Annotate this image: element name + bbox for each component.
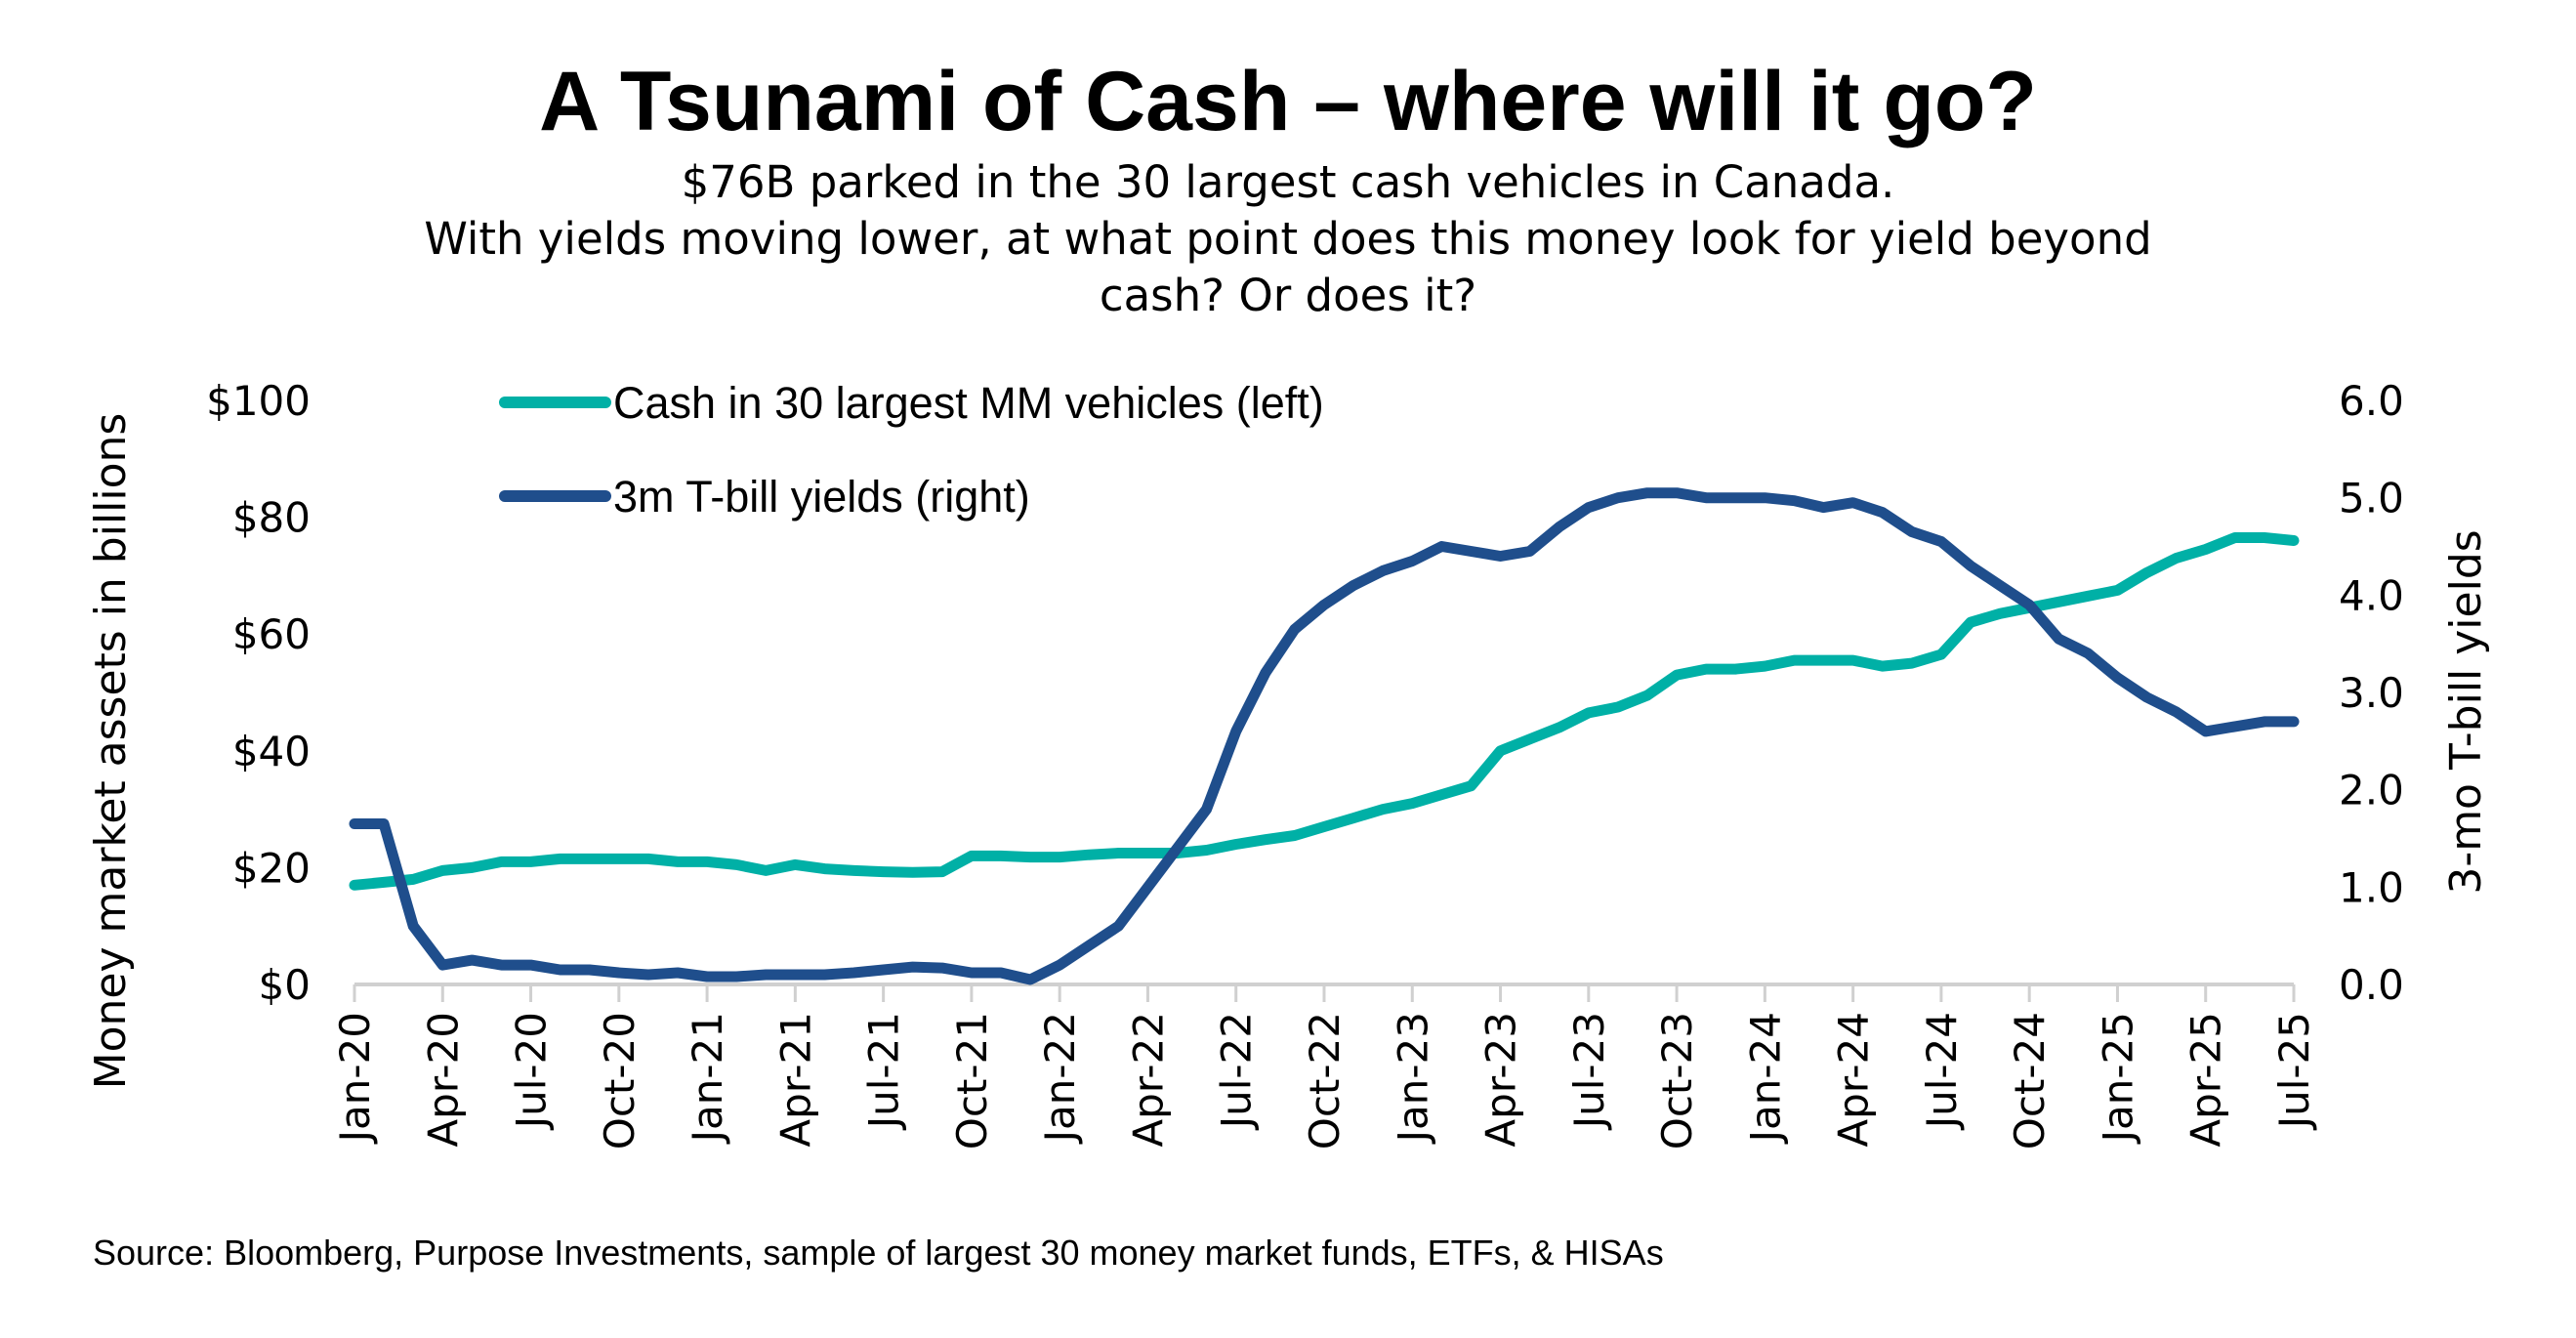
chart-title: A Tsunami of Cash – where will it go? xyxy=(539,55,2037,148)
x-tick-label: Apr-25 xyxy=(2182,1012,2230,1148)
x-tick-label: Oct-20 xyxy=(596,1012,644,1150)
x-tick-label: Jan-22 xyxy=(1036,1012,1084,1145)
x-tick-label: Oct-24 xyxy=(2006,1012,2054,1150)
x-tick-label: Apr-23 xyxy=(1477,1012,1525,1148)
x-tick-label: Oct-23 xyxy=(1653,1012,1701,1150)
x-tick-label: Jan-25 xyxy=(2094,1012,2141,1145)
x-tick-label: Jul-21 xyxy=(860,1012,908,1131)
series-line-tbill-yield xyxy=(349,487,2300,985)
y2-tick-label: 0.0 xyxy=(2339,961,2404,1009)
y-tick-label: $80 xyxy=(232,494,311,542)
x-tick-label: Apr-21 xyxy=(771,1012,819,1148)
y-tick-label: $60 xyxy=(232,610,311,658)
legend-label: Cash in 30 largest MM vehicles (left) xyxy=(613,378,1324,428)
x-tick-label: Apr-24 xyxy=(1830,1012,1878,1148)
y-axis-label: Money market assets in billions xyxy=(86,413,136,1090)
x-tick-label: Jul-20 xyxy=(508,1012,556,1131)
y-tick-label: $40 xyxy=(232,728,311,775)
x-tick-label: Oct-22 xyxy=(1301,1012,1349,1150)
y2-axis-label: 3-mo T-bill yields xyxy=(2441,529,2491,894)
x-tick-label: Apr-22 xyxy=(1124,1012,1172,1148)
subtitle-line-2: With yields moving lower, at what point … xyxy=(424,213,2152,265)
x-tick-label: Jan-21 xyxy=(684,1012,731,1145)
x-tick-label: Jul-23 xyxy=(1565,1012,1613,1131)
x-tick-label: Oct-21 xyxy=(948,1012,996,1150)
x-tick-label: Apr-20 xyxy=(419,1012,467,1148)
y2-tick-label: 5.0 xyxy=(2339,475,2404,523)
source-note: Source: Bloomberg, Purpose Investments, … xyxy=(93,1233,1664,1273)
y2-tick-label: 4.0 xyxy=(2339,571,2404,619)
x-tick-label: Jul-24 xyxy=(1918,1012,1966,1131)
x-tick-label: Jan-23 xyxy=(1389,1012,1436,1145)
series-line-cash xyxy=(349,532,2300,891)
y2-tick-label: 1.0 xyxy=(2339,863,2404,911)
y-tick-label: $0 xyxy=(259,961,311,1009)
y-tick-label: $20 xyxy=(232,844,311,892)
x-tick-label: Jan-20 xyxy=(331,1012,379,1145)
legend-label: 3m T-bill yields (right) xyxy=(613,472,1030,522)
x-tick-label: Jan-24 xyxy=(1741,1012,1789,1145)
y2-tick-label: 2.0 xyxy=(2339,767,2404,815)
x-tick-label: Jul-22 xyxy=(1213,1012,1261,1131)
subtitle-line-3: cash? Or does it? xyxy=(1099,270,1477,321)
y2-tick-label: 3.0 xyxy=(2339,669,2404,717)
y2-tick-label: 6.0 xyxy=(2339,377,2404,425)
subtitle-line-1: $76B parked in the 30 largest cash vehic… xyxy=(681,156,1895,208)
x-tick-label: Jul-25 xyxy=(2270,1012,2318,1131)
y-tick-label: $100 xyxy=(206,377,311,425)
